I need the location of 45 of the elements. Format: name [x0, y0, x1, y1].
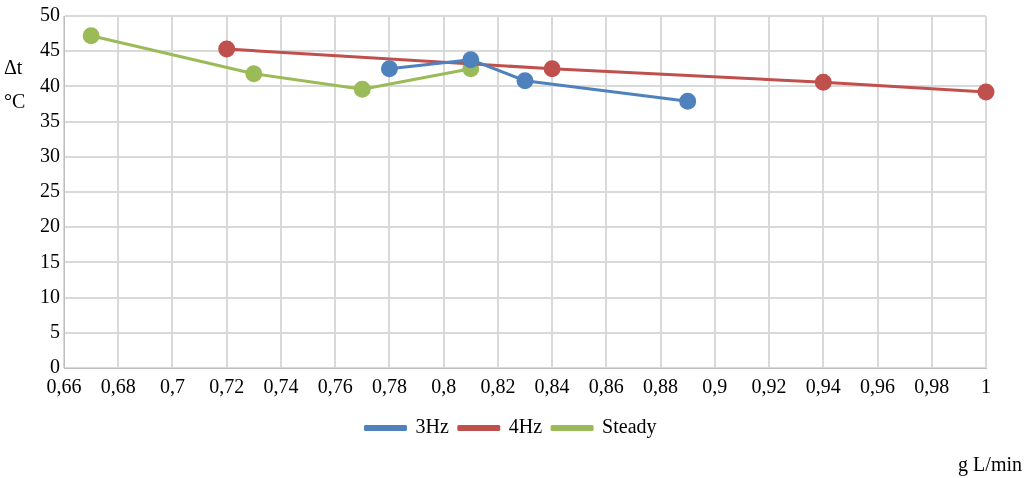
point [218, 40, 236, 58]
y-tick-label: 20 [40, 214, 60, 237]
y-tick-label: 35 [40, 108, 60, 131]
x-tick-label: 0,8 [431, 375, 457, 398]
point [380, 60, 398, 78]
y-tick-label: 10 [40, 284, 60, 307]
x-tick-label: 0,9 [702, 375, 728, 398]
x-tick-label: 0,72 [209, 375, 245, 398]
legend-label: Steady [602, 415, 657, 439]
point [516, 72, 534, 90]
point [82, 27, 100, 45]
point [679, 92, 697, 110]
x-tick-label: 0,98 [914, 375, 950, 398]
x-tick-label: 0,96 [860, 375, 896, 398]
x-tick-label: 0,92 [751, 375, 787, 398]
x-tick-label: 0,88 [643, 375, 679, 398]
point [814, 73, 832, 91]
legend-label: 4Hz [508, 415, 543, 438]
y-axis-title: Δt °C [4, 55, 27, 114]
x-tick-label: 0,84 [534, 375, 570, 398]
y-tick-label: 25 [40, 179, 60, 202]
y-tick-label: 50 [40, 3, 60, 26]
y-tick-label: 30 [40, 144, 60, 167]
point [353, 80, 371, 98]
point [977, 83, 995, 101]
y-tick-label: 15 [40, 249, 60, 272]
x-tick-label: 0,94 [805, 375, 841, 398]
y-tick-label: 0 [50, 355, 60, 378]
point [543, 60, 561, 78]
x-tick-label: 1 [981, 375, 991, 398]
x-tick-label: 0,66 [46, 375, 82, 398]
point [245, 65, 263, 83]
x-tick-label: 0,68 [100, 375, 136, 398]
x-tick-label: 0,86 [588, 375, 624, 398]
y-tick-label: 45 [40, 38, 60, 61]
x-tick-label: 0,82 [480, 375, 516, 398]
x-tick-label: 0,7 [159, 375, 185, 398]
legend-label: 3Hz [415, 415, 449, 438]
x-tick-label: 0,78 [371, 375, 407, 398]
y-tick-label: 40 [40, 73, 60, 96]
y-tick-label: 5 [50, 320, 60, 343]
x-tick-label: 0,76 [317, 375, 353, 398]
x-axis-title: g L/min [958, 453, 1022, 476]
point [462, 51, 480, 69]
x-tick-label: 0,74 [263, 375, 299, 398]
